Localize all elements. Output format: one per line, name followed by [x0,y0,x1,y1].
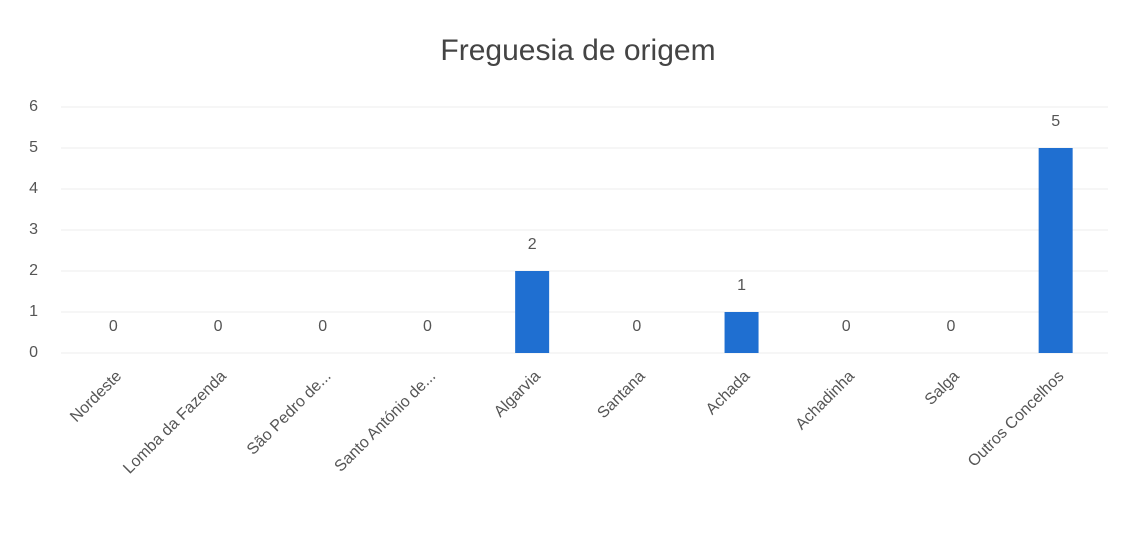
data-label: 2 [528,236,537,253]
data-label: 0 [109,318,118,335]
data-label: 0 [946,318,955,335]
y-tick-label: 1 [29,303,38,320]
y-tick-label: 6 [29,98,38,115]
data-label: 0 [318,318,327,335]
data-label: 0 [842,318,851,335]
x-tick-label: Salga [922,368,963,409]
chart-title: Freguesia de origem [440,34,715,67]
bar [1038,148,1073,353]
x-tick-label: Achadinha [793,368,859,434]
y-tick-label: 0 [29,344,38,361]
y-tick-label: 3 [29,221,38,238]
x-tick-label: Lomba da Fazenda [120,368,230,478]
x-tick-label: Santana [594,368,648,422]
x-tick-label: Santo António de... [332,368,440,476]
data-label: 1 [737,277,746,294]
x-tick-label: São Pedro de... [244,368,335,459]
x-tick-label: Algarvia [491,368,544,421]
data-label: 0 [214,318,223,335]
bar [515,271,550,353]
y-tick-label: 2 [29,262,38,279]
y-tick-label: 4 [29,180,38,197]
x-tick-label: Outros Concelhos [965,368,1068,471]
bar [724,312,759,353]
data-label: 0 [632,318,641,335]
x-tick-label: Achada [703,368,753,418]
data-label: 0 [423,318,432,335]
x-tick-label: Nordeste [67,368,125,426]
data-label: 5 [1051,113,1060,130]
y-tick-label: 5 [29,139,38,156]
